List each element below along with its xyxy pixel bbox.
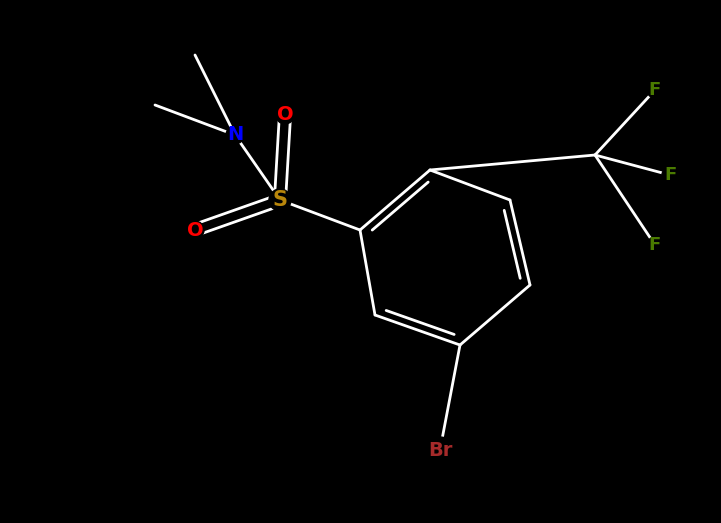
Circle shape [662, 167, 678, 183]
Circle shape [427, 437, 453, 463]
Text: Br: Br [428, 440, 452, 460]
Text: N: N [227, 126, 243, 144]
Circle shape [647, 82, 663, 98]
Text: F: F [649, 81, 661, 99]
Text: O: O [187, 221, 203, 240]
Circle shape [269, 189, 291, 211]
Circle shape [276, 106, 294, 124]
Circle shape [226, 126, 244, 144]
Circle shape [647, 237, 663, 253]
Text: F: F [664, 166, 676, 184]
Circle shape [186, 221, 204, 239]
Text: O: O [277, 106, 293, 124]
Text: F: F [649, 236, 661, 254]
Text: S: S [273, 190, 288, 210]
